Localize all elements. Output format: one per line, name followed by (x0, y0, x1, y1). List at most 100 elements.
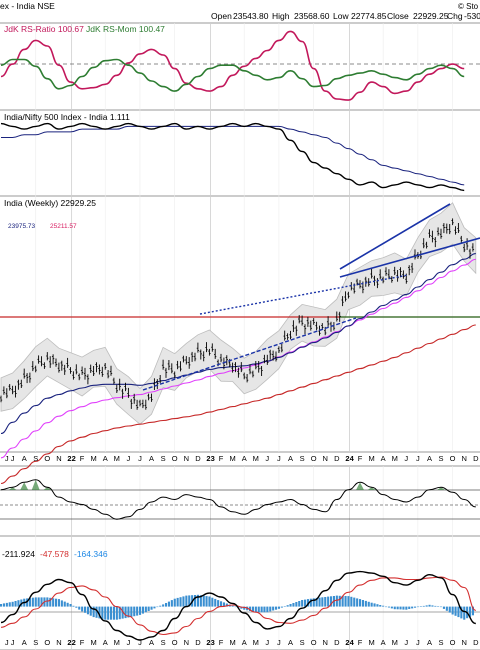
macd-histogram-bar (170, 600, 173, 607)
macd-histogram-bar (144, 606, 147, 613)
macd-histogram-bar (26, 598, 29, 607)
macd-histogram-bar (315, 597, 318, 607)
macd-histogram-bar (11, 601, 14, 607)
macd-histogram-bar (364, 600, 367, 607)
x-tick-label: A (103, 454, 108, 463)
x-tick-label: O (450, 454, 456, 463)
macd-histogram-bar (133, 606, 136, 617)
x-tick-label: N (184, 454, 189, 463)
macd-histogram-bar (127, 606, 130, 618)
macd-histogram-bar (115, 606, 118, 620)
x-tick-label: J (5, 638, 9, 647)
macd-histogram-bar (81, 606, 84, 612)
macd-histogram-bar (471, 606, 474, 616)
x-tick-label: M (114, 638, 120, 647)
x-tick-label: O (44, 454, 50, 463)
macd-histogram-bar (110, 606, 113, 620)
x-tick-label: D (334, 638, 340, 647)
macd-histogram-bar (304, 599, 307, 607)
macd-histogram-bar (104, 606, 107, 620)
macd-histogram-bar (428, 604, 431, 607)
x-tick-label: J (277, 638, 281, 647)
macd-histogram-bar (442, 606, 445, 609)
rrg-legend-mom: JdK RS-Mom 100.47 (86, 24, 165, 34)
macd-histogram-bar (344, 596, 347, 607)
x-tick-label: J (127, 638, 131, 647)
macd-histogram-bar (150, 606, 153, 610)
macd-histogram-bar (431, 605, 434, 607)
trend-line-upper (199, 274, 409, 315)
macd-histogram-bar (86, 606, 89, 615)
macd-histogram-bar (107, 606, 110, 620)
ma-200-line (0, 324, 476, 485)
x-tick-label: 22 (67, 638, 75, 647)
macd-histogram-bar (225, 603, 228, 607)
macd-histogram-bar (222, 602, 225, 607)
open-value: 23543.80 (233, 11, 269, 21)
x-tick-label: O (311, 454, 317, 463)
momentum-line (0, 479, 476, 520)
macd-histogram-bar (414, 606, 417, 608)
macd-histogram-bar (20, 599, 23, 607)
trend-line-lower (142, 317, 357, 391)
x-tick-label: D (334, 454, 340, 463)
x-tick-label: F (80, 454, 85, 463)
x-tick-label: A (149, 454, 154, 463)
x-tick-label: F (358, 638, 363, 647)
macd-histogram-bar (156, 606, 159, 608)
macd-histogram-bar (263, 606, 266, 613)
macd-histogram-bar (231, 605, 234, 607)
high-value: 23568.60 (294, 11, 330, 21)
macd-histogram-bar (214, 598, 217, 607)
macd-histogram-bar (390, 606, 393, 609)
macd-histogram-bar (356, 598, 359, 607)
x-tick-label: J (416, 454, 420, 463)
momentum-fill (0, 479, 445, 490)
x-tick-label: S (438, 454, 443, 463)
macd-histogram-bar (92, 606, 95, 618)
x-tick-label: A (381, 454, 386, 463)
low-label: Low (333, 11, 349, 21)
macd-histogram-bar (469, 606, 472, 617)
x-tick-label: A (22, 638, 27, 647)
x-tick-label: N (322, 638, 327, 647)
x-tick-label: J (11, 638, 15, 647)
macd-histogram-bar (55, 598, 58, 607)
macd-histogram-bar (451, 606, 454, 615)
macd-histogram-bar (396, 606, 399, 610)
macd-legend: -211.924 -47.578 -164.346 (2, 549, 108, 559)
macd-histogram-bar (205, 596, 208, 607)
macd-histogram-bar (306, 599, 309, 607)
x-tick-label: A (427, 454, 432, 463)
x-tick-label: 24 (345, 638, 354, 647)
x-tick-label: J (11, 454, 15, 463)
macd-histogram-bar (440, 606, 443, 608)
x-tick-label: J (277, 454, 281, 463)
macd-histogram-bar (324, 597, 327, 607)
x-tick-label: M (368, 638, 374, 647)
macd-histogram-bar (185, 595, 188, 607)
x-tick-label: S (33, 454, 38, 463)
macd-legend-hist: -164.346 (74, 549, 108, 559)
x-tick-label: N (461, 454, 466, 463)
x-tick-label: S (300, 454, 305, 463)
panel-price-frame (0, 195, 480, 453)
macd-histogram-bar (367, 601, 370, 607)
macd-histogram-bar (341, 595, 344, 607)
macd-histogram-bar (251, 606, 254, 612)
rrg-legend: JdK RS-Ratio 100.67 JdK RS-Mom 100.47 (4, 24, 165, 34)
macd-histogram-bar (399, 606, 402, 610)
macd-histogram-bar (379, 605, 382, 607)
macd-histogram-bar (124, 606, 127, 619)
ma200-legend: 25211.57 (50, 223, 77, 230)
ma50-legend: 23975.73 (8, 223, 35, 230)
macd-histogram-bar (338, 595, 341, 607)
x-tick-label: A (288, 638, 293, 647)
macd-histogram-bar (437, 606, 440, 607)
macd-histogram-bar (188, 595, 191, 607)
macd-legend-signal: -47.578 (40, 549, 69, 559)
macd-histogram-bar (286, 605, 289, 607)
macd-histogram-bar (159, 605, 162, 607)
macd-histogram-bar (75, 606, 78, 608)
